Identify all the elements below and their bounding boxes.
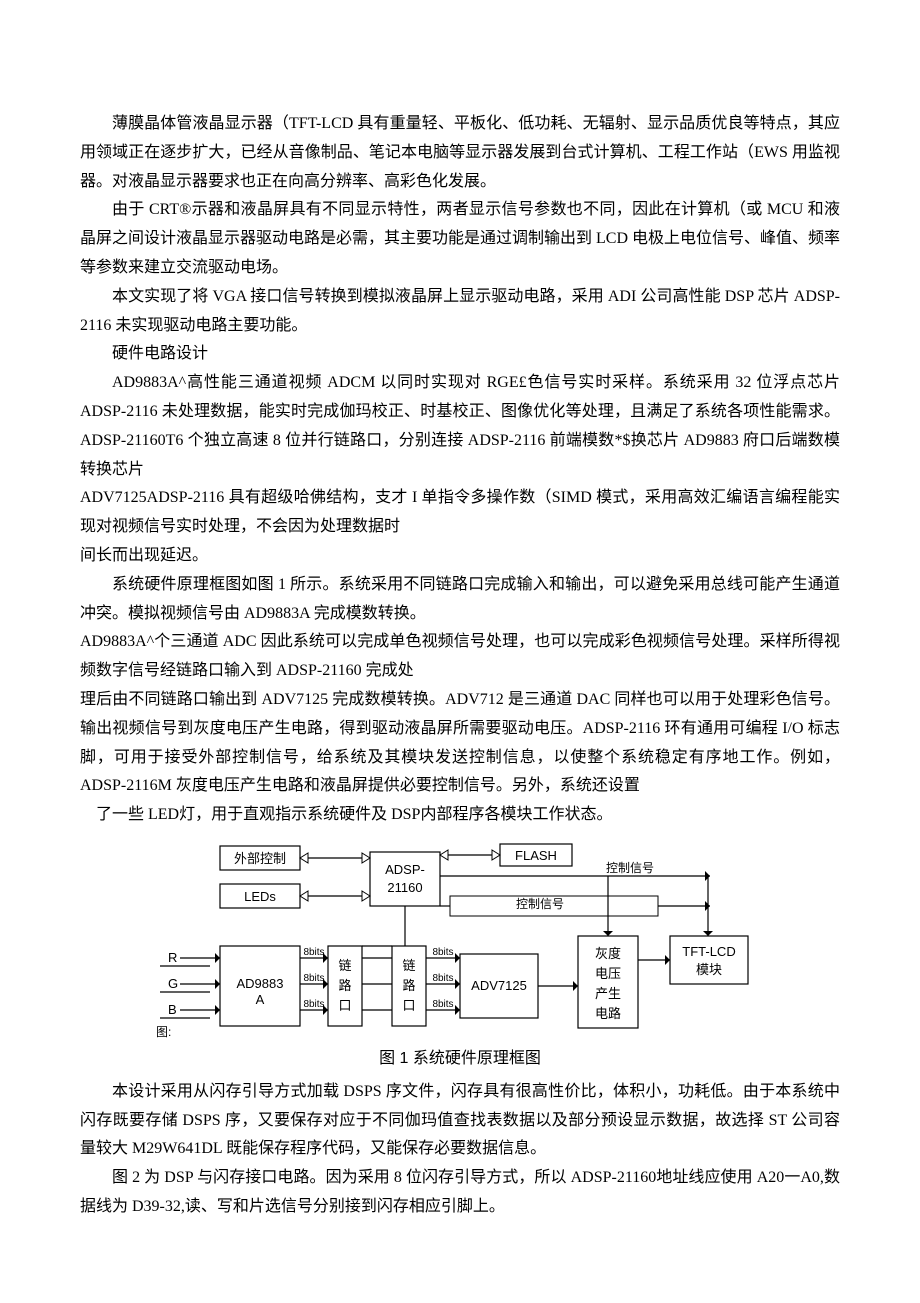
svg-text:TFT-LCD: TFT-LCD	[682, 944, 735, 959]
svg-text:R: R	[168, 950, 177, 965]
svg-text:模块: 模块	[696, 962, 722, 977]
paragraph-4-heading: 硬件电路设计	[80, 340, 840, 369]
svg-text:产生: 产生	[595, 986, 621, 1001]
svg-text:G: G	[168, 976, 178, 991]
svg-text:电路: 电路	[595, 1006, 621, 1021]
paragraph-6b: AD9883A^个三通道 ADC 因此系统可以完成单色视频信号处理，也可以完成彩…	[80, 628, 840, 686]
svg-text:口: 口	[338, 998, 351, 1013]
paragraph-1: 薄膜晶体管液晶显示器（TFT-LCD 具有重量轻、平板化、低功耗、无辐射、显示品…	[80, 110, 840, 196]
svg-text:8bits: 8bits	[303, 973, 324, 984]
svg-text:8bits: 8bits	[432, 947, 453, 958]
svg-text:21160: 21160	[387, 880, 422, 895]
paragraph-6c: 理后由不同链路口输出到 ADV7125 完成数模转换。ADV712 是三通道 D…	[80, 686, 840, 801]
svg-text:8bits: 8bits	[432, 999, 453, 1010]
paragraph-3: 本文实现了将 VGA 接口信号转换到模拟液晶屏上显示驱动电路，采用 ADI 公司…	[80, 283, 840, 341]
paragraph-5a: AD9883A^高性能三通道视频 ADCM 以同时实现对 RGE£色信号实时采样…	[80, 369, 840, 484]
svg-text:灰度: 灰度	[595, 946, 621, 961]
svg-text:链: 链	[338, 958, 351, 973]
paragraph-7: 本设计采用从闪存引导方式加载 DSPS 序文件，闪存具有很高性价比，体积小，功耗…	[80, 1078, 840, 1164]
svg-text:A: A	[256, 992, 265, 1007]
block-diagram: 外部控制LEDsADSP-21160FLASHAD9883A链路口链路口ADV7…	[150, 836, 760, 1041]
svg-text:链: 链	[402, 958, 415, 973]
paragraph-6a: 系统硬件原理框图如图 1 所示。系统采用不同链路口完成输入和输出，可以避免采用总…	[80, 571, 840, 629]
svg-text:ADV7125: ADV7125	[471, 978, 527, 993]
svg-text:AD9883: AD9883	[237, 976, 284, 991]
paragraph-6d: 了一些 LED灯，用于直观指示系统硬件及 DSP内部程序各模块工作状态。	[80, 801, 840, 830]
svg-text:8bits: 8bits	[303, 999, 324, 1010]
svg-text:控制信号: 控制信号	[516, 897, 564, 911]
svg-text:8bits: 8bits	[303, 947, 324, 958]
paragraph-5c: 间长而出现延迟。	[80, 542, 840, 571]
svg-text:FLASH: FLASH	[515, 848, 557, 863]
svg-text:8bits: 8bits	[432, 973, 453, 984]
figure-1-caption: 图 1 系统硬件原理框图	[80, 1045, 840, 1074]
svg-text:口: 口	[402, 998, 415, 1013]
paragraph-5b: ADV7125ADSP-2116 具有超级哈佛结构，支才 I 单指令多操作数（S…	[80, 484, 840, 542]
svg-text:B: B	[168, 1002, 177, 1017]
svg-text:图:: 图:	[156, 1025, 171, 1039]
document-page: 薄膜晶体管液晶显示器（TFT-LCD 具有重量轻、平板化、低功耗、无辐射、显示品…	[0, 0, 920, 1282]
svg-text:LEDs: LEDs	[244, 889, 276, 904]
figure-1: 外部控制LEDsADSP-21160FLASHAD9883A链路口链路口ADV7…	[150, 836, 840, 1041]
svg-text:路: 路	[338, 978, 351, 993]
svg-text:ADSP-: ADSP-	[385, 862, 425, 877]
svg-text:电压: 电压	[595, 966, 621, 981]
svg-text:路: 路	[402, 978, 415, 993]
svg-text:外部控制: 外部控制	[234, 851, 286, 866]
svg-text:控制信号: 控制信号	[606, 861, 654, 875]
paragraph-2: 由于 CRT®示器和液晶屏具有不同显示特性，两者显示信号参数也不同，因此在计算机…	[80, 196, 840, 282]
paragraph-8: 图 2 为 DSP 与闪存接口电路。因为采用 8 位闪存引导方式，所以 ADSP…	[80, 1164, 840, 1222]
